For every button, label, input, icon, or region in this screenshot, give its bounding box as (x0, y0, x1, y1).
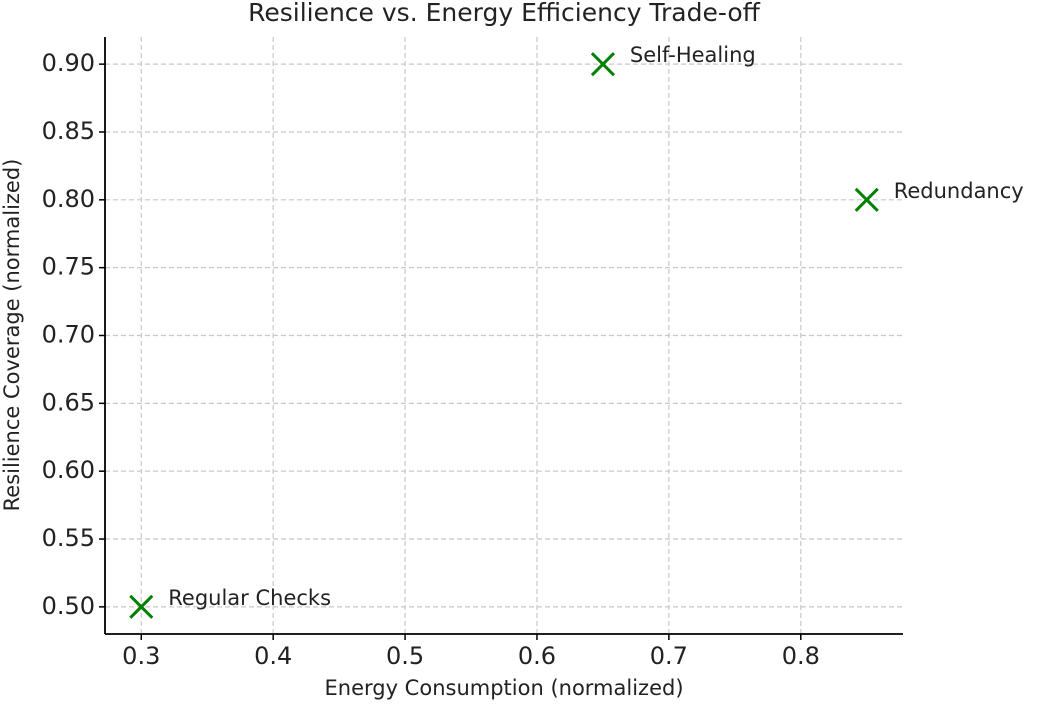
y-tick-label: 0.90 (42, 49, 95, 77)
y-tick-label: 0.80 (42, 185, 95, 213)
point (854, 187, 879, 212)
x-tick-label: 0.6 (518, 642, 556, 670)
y-tick-label: 0.60 (42, 456, 95, 484)
point (590, 52, 615, 77)
x-tick-label: 0.5 (386, 642, 424, 670)
y-tick-label: 0.70 (42, 321, 95, 349)
x-tick-label: 0.3 (122, 642, 160, 670)
y-tick-label: 0.65 (42, 388, 95, 416)
chart-title: Resilience vs. Energy Efficiency Trade-o… (248, 0, 761, 27)
point (129, 594, 154, 619)
y-axis-label: Resilience Coverage (normalized) (0, 159, 24, 512)
x-tick-label: 0.7 (650, 642, 688, 670)
y-tick-label: 0.55 (42, 524, 95, 552)
x-tick-label: 0.4 (254, 642, 292, 670)
point-label: Regular Checks (168, 586, 331, 610)
x-tick-label: 0.8 (782, 642, 820, 670)
x-axis-label: Energy Consumption (normalized) (324, 676, 683, 700)
point-label: Redundancy (894, 179, 1024, 203)
y-tick-label: 0.85 (42, 117, 95, 145)
y-tick-label: 0.50 (42, 592, 95, 620)
point-label: Self-Healing (630, 43, 756, 67)
y-tick-label: 0.75 (42, 253, 95, 281)
